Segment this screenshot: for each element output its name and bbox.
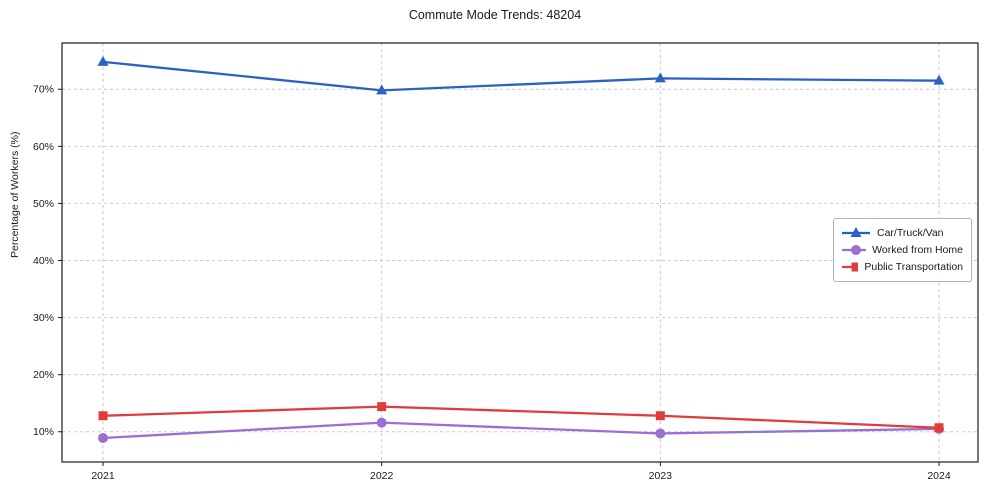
data-point-car-truck-van-2024: [933, 74, 945, 85]
legend-marker-glyph: [851, 244, 861, 255]
chart-title: Commute Mode Trends: 48204: [408, 8, 582, 22]
legend-label: Worked from Home: [872, 243, 963, 256]
legend-label: Car/Truck/Van: [877, 226, 944, 239]
x-tick-label: 2021: [91, 470, 115, 482]
plot-border: [61, 42, 979, 463]
triangle-legend-marker-icon: [842, 226, 870, 237]
circle-legend-marker-icon: [842, 244, 867, 255]
data-point-worked-from-home-2022: [376, 417, 387, 428]
legend: Car/Truck/Van Worked from Home Public Tran…: [833, 218, 972, 282]
y-tick-label: 40%: [33, 255, 54, 267]
square-legend-marker-icon: [842, 262, 859, 272]
data-point-public-transportation-2023: [655, 411, 665, 421]
y-tick-label: 20%: [33, 369, 54, 381]
y-tick-label: 30%: [33, 312, 54, 324]
data-point-public-transportation-2022: [377, 402, 387, 412]
series-line-car-truck-van: [101, 60, 941, 92]
legend-item: Car/Truck/Van: [841, 226, 963, 239]
data-point-public-transportation-2024: [934, 423, 944, 433]
y-tick-label: 50%: [33, 198, 54, 210]
data-point-worked-from-home-2021: [98, 433, 108, 444]
legend-marker-glyph: [850, 226, 862, 237]
legend-label: Public Transportation: [864, 261, 963, 274]
data-point-car-truck-van-2022: [376, 84, 388, 95]
series-public-transportation: [98, 402, 944, 433]
x-tick-label: 2022: [370, 470, 394, 482]
legend-marker-glyph: [851, 262, 859, 272]
x-tick-label: 2024: [927, 470, 951, 482]
legend-item: Public Transportation: [841, 261, 963, 273]
data-point-public-transportation-2021: [98, 411, 108, 421]
y-tick-label: 10%: [33, 426, 54, 438]
data-point-worked-from-home-2023: [655, 428, 666, 439]
series-car-truck-van: [97, 55, 945, 95]
x-tick-label: 2023: [649, 470, 673, 482]
y-tick-label: 70%: [33, 84, 54, 96]
series-line-public-transportation: [101, 405, 941, 429]
data-point-car-truck-van-2021: [97, 55, 109, 66]
y-tick-label: 60%: [33, 141, 54, 153]
legend-item: Worked from Home: [841, 244, 963, 256]
data-point-car-truck-van-2023: [654, 72, 666, 83]
series-line-worked-from-home: [101, 421, 941, 440]
plot-background: [62, 43, 978, 462]
